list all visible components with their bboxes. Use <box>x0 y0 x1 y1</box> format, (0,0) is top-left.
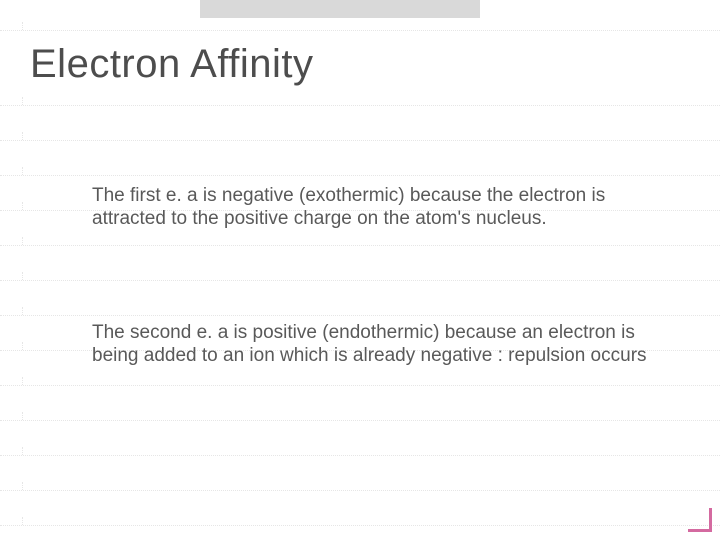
guide-tick <box>22 342 23 350</box>
corner-accent-icon <box>688 508 712 532</box>
guide-tick <box>22 97 23 105</box>
guide-hline <box>0 420 720 421</box>
guide-tick <box>22 202 23 210</box>
guide-tick <box>22 517 23 525</box>
guide-tick <box>22 307 23 315</box>
guide-hline <box>0 385 720 386</box>
slide: Electron Affinity The first e. a is nega… <box>0 0 720 540</box>
guide-hline <box>0 490 720 491</box>
guide-tick <box>22 237 23 245</box>
guide-hline <box>0 175 720 176</box>
guide-hline <box>0 315 720 316</box>
guide-tick <box>22 482 23 490</box>
guide-hline <box>0 105 720 106</box>
guide-tick <box>22 447 23 455</box>
guide-hline <box>0 140 720 141</box>
paragraph-1: The first e. a is negative (exothermic) … <box>92 185 652 231</box>
header-grey-block <box>200 0 480 18</box>
slide-title: Electron Affinity <box>30 42 313 87</box>
guide-tick <box>22 132 23 140</box>
paragraph-2: The second e. a is positive (endothermic… <box>92 322 652 368</box>
guide-hline <box>0 245 720 246</box>
guide-tick <box>22 167 23 175</box>
guide-tick <box>22 412 23 420</box>
guide-hline <box>0 280 720 281</box>
guide-hline <box>0 30 720 31</box>
guide-tick <box>22 272 23 280</box>
guide-tick <box>22 377 23 385</box>
guide-hline <box>0 455 720 456</box>
guide-tick <box>22 22 23 30</box>
guide-hline <box>0 525 720 526</box>
